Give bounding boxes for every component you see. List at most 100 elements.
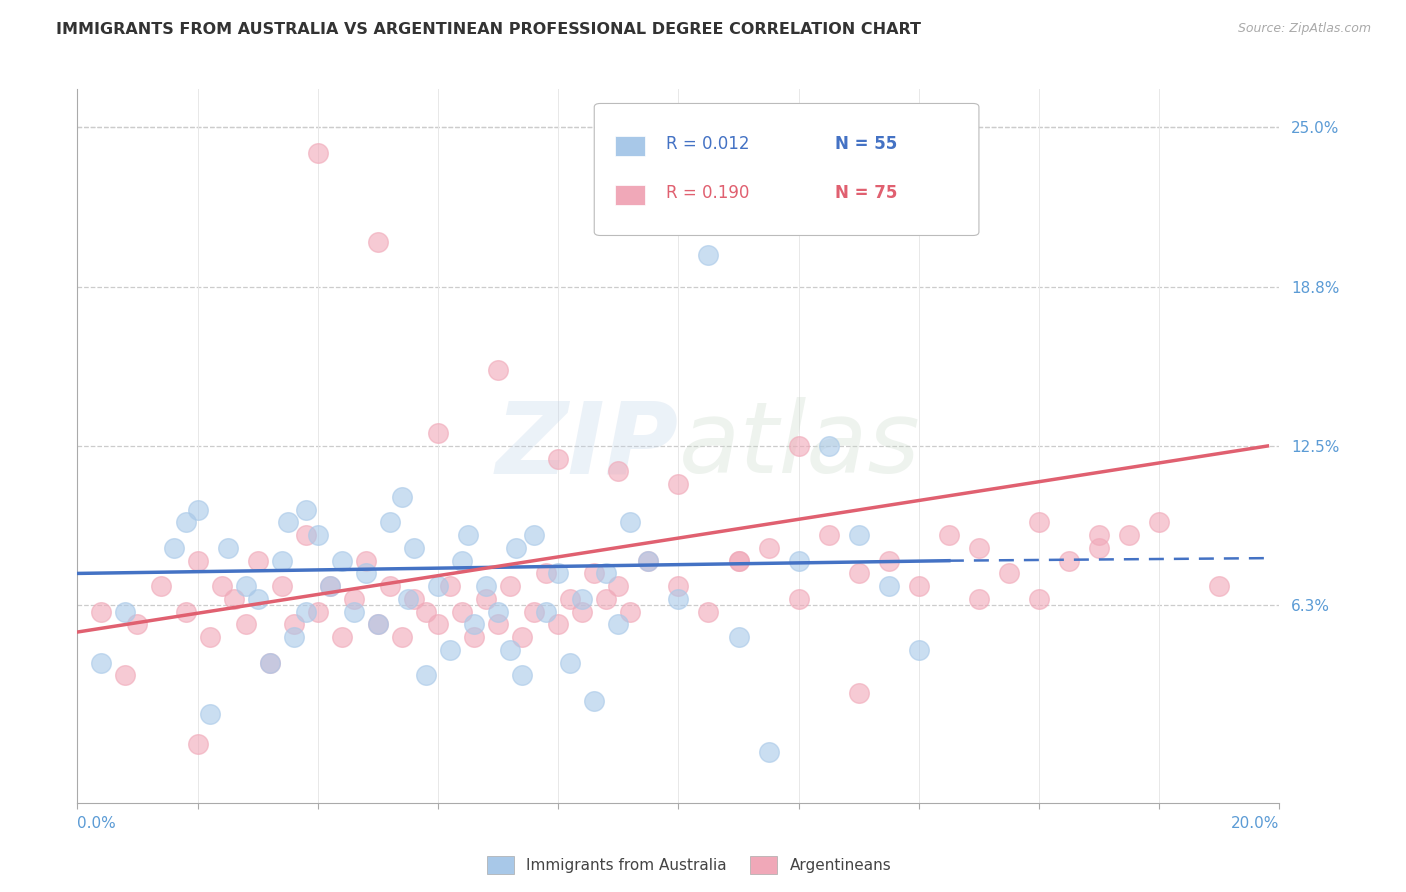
Point — [90, 656, 112, 670]
Point — [607, 465, 630, 479]
Point — [150, 579, 173, 593]
Text: R = 0.190: R = 0.190 — [666, 184, 749, 202]
Point — [427, 579, 450, 593]
Point — [174, 605, 197, 619]
Point — [877, 579, 900, 593]
Point — [619, 605, 641, 619]
Point — [505, 541, 527, 555]
Point — [534, 605, 557, 619]
Point — [451, 605, 474, 619]
Point — [534, 566, 557, 581]
Point — [211, 579, 233, 593]
Point — [697, 248, 720, 262]
Point — [668, 591, 690, 606]
Point — [475, 591, 498, 606]
Point — [547, 451, 569, 466]
Point — [1028, 591, 1050, 606]
Point — [402, 591, 425, 606]
Point — [817, 439, 839, 453]
Point — [1057, 554, 1080, 568]
Point — [848, 686, 870, 700]
Point — [354, 554, 377, 568]
Point — [439, 579, 461, 593]
Point — [908, 643, 931, 657]
Point — [637, 554, 659, 568]
Point — [294, 502, 316, 516]
Text: atlas: atlas — [679, 398, 920, 494]
Point — [330, 630, 353, 644]
Point — [217, 541, 239, 555]
Point — [486, 362, 509, 376]
Point — [607, 579, 630, 593]
Point — [294, 605, 316, 619]
Bar — [614, 185, 645, 204]
Point — [198, 630, 221, 644]
Point — [499, 643, 522, 657]
Point — [595, 591, 617, 606]
Point — [848, 566, 870, 581]
Point — [583, 694, 606, 708]
Point — [391, 490, 413, 504]
Point — [343, 605, 366, 619]
Text: Source: ZipAtlas.com: Source: ZipAtlas.com — [1237, 22, 1371, 36]
Point — [486, 617, 509, 632]
Point — [668, 579, 690, 593]
Point — [307, 528, 329, 542]
Point — [319, 579, 342, 593]
Point — [354, 566, 377, 581]
Point — [270, 579, 292, 593]
Point — [187, 502, 209, 516]
Point — [668, 477, 690, 491]
Point — [560, 656, 582, 670]
Point — [367, 235, 389, 249]
Point — [848, 528, 870, 542]
Text: N = 75: N = 75 — [835, 184, 897, 202]
Point — [787, 439, 810, 453]
Point — [1208, 579, 1230, 593]
Point — [367, 617, 389, 632]
Point — [817, 528, 839, 542]
Point — [222, 591, 245, 606]
Point — [787, 554, 810, 568]
Point — [294, 528, 316, 542]
Point — [90, 605, 112, 619]
Point — [187, 737, 209, 751]
Point — [277, 516, 299, 530]
Point — [523, 528, 546, 542]
Point — [427, 617, 450, 632]
Point — [451, 554, 474, 568]
Point — [727, 630, 749, 644]
Point — [427, 426, 450, 441]
Point — [619, 516, 641, 530]
Point — [547, 617, 569, 632]
Text: R = 0.012: R = 0.012 — [666, 136, 749, 153]
Point — [283, 617, 305, 632]
Point — [114, 668, 136, 682]
FancyBboxPatch shape — [595, 103, 979, 235]
Text: 20.0%: 20.0% — [1232, 816, 1279, 831]
Point — [463, 630, 485, 644]
Point — [378, 579, 401, 593]
Point — [1028, 516, 1050, 530]
Point — [967, 541, 990, 555]
Point — [1149, 516, 1171, 530]
Point — [235, 579, 257, 593]
Bar — [614, 136, 645, 156]
Point — [396, 591, 419, 606]
Point — [391, 630, 413, 644]
Point — [259, 656, 281, 670]
Point — [908, 579, 931, 593]
Point — [187, 554, 209, 568]
Point — [307, 145, 329, 160]
Point — [499, 579, 522, 593]
Point — [637, 554, 659, 568]
Point — [547, 566, 569, 581]
Point — [787, 591, 810, 606]
Point — [330, 554, 353, 568]
Point — [938, 528, 960, 542]
Point — [758, 541, 780, 555]
Point — [283, 630, 305, 644]
Point — [607, 617, 630, 632]
Point — [510, 668, 533, 682]
Point — [307, 605, 329, 619]
